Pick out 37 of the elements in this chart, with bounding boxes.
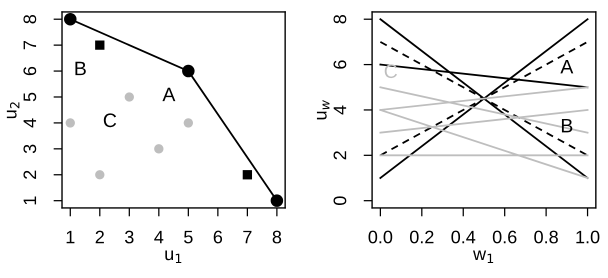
x-tick-label: 6 — [214, 230, 222, 244]
y-axis-title: u$_{2}$ — [6, 102, 20, 118]
x-axis-title: u$_{1}$ — [165, 250, 182, 264]
y-tick-label: 6 — [334, 60, 346, 69]
y-tick-label: 0 — [334, 196, 346, 205]
x-tick-label: 0.0 — [368, 230, 392, 244]
annotation: A — [162, 88, 176, 102]
y-axis-title: u$_{w}$ — [316, 100, 330, 120]
x-tick-label: 0.4 — [451, 230, 476, 244]
y-tick-label: 7 — [24, 41, 36, 50]
annotation: C — [104, 113, 116, 128]
annotation: B — [562, 118, 572, 132]
x-tick-label: 8 — [272, 230, 282, 244]
x-tick-label: 4 — [154, 230, 164, 244]
y-tick-label: 5 — [24, 92, 36, 102]
y-tick-label: 4 — [24, 118, 36, 128]
x-tick-label: 3 — [124, 230, 134, 244]
x-tick-label: 5 — [184, 230, 193, 244]
x-axis-title: w$_{1}$ — [473, 250, 494, 264]
y-tick-label: 6 — [23, 66, 36, 76]
x-tick-label: 1 — [66, 230, 74, 244]
annotation: A — [560, 60, 574, 74]
y-tick-label: 1 — [24, 196, 36, 204]
x-tick-label: 1.0 — [576, 230, 600, 244]
y-tick-label: 8 — [334, 14, 346, 24]
x-tick-label: 0.8 — [534, 230, 558, 244]
annotation: B — [75, 62, 86, 76]
y-tick-label: 8 — [23, 14, 36, 24]
x-tick-label: 7 — [243, 230, 252, 244]
y-tick-label: 4 — [334, 105, 346, 115]
x-tick-label: 0.2 — [410, 230, 434, 244]
y-tick-label: 2 — [334, 151, 346, 160]
y-tick-label: 3 — [23, 144, 36, 154]
x-tick-label: 2 — [96, 230, 104, 244]
x-tick-label: 0.6 — [492, 230, 516, 244]
annotation: C — [384, 64, 398, 78]
y-tick-label: 2 — [23, 170, 36, 179]
